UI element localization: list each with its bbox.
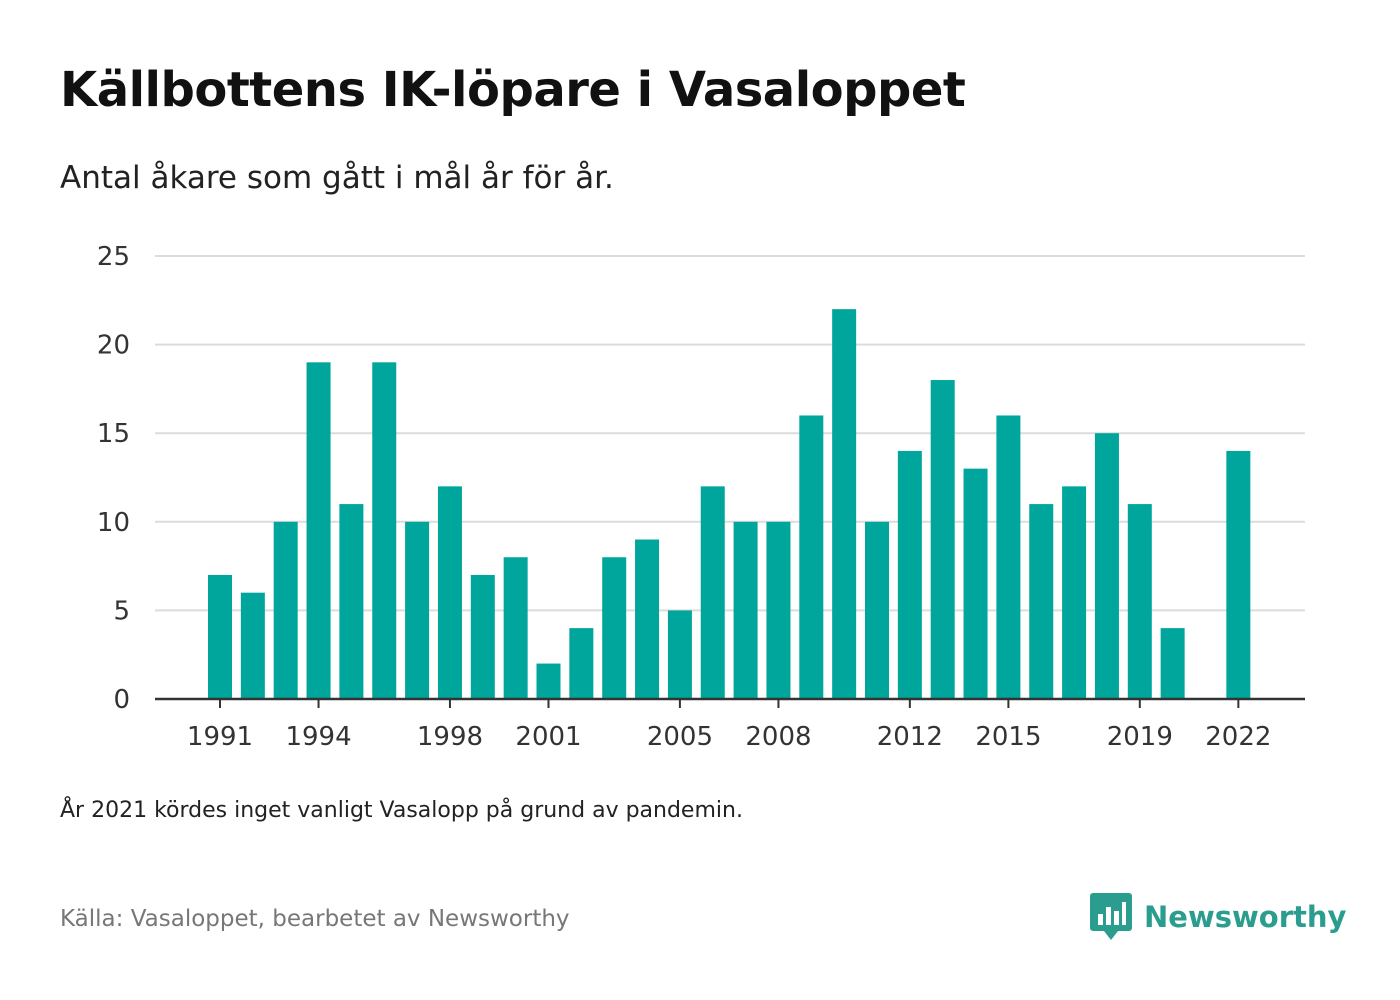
bar-1995 — [339, 504, 364, 699]
bar-2010 — [832, 309, 857, 699]
bar-1993 — [273, 521, 298, 699]
newsworthy-logo-icon — [1090, 893, 1132, 940]
bar-2004 — [635, 539, 660, 699]
bar-2018 — [1094, 433, 1119, 699]
bar-1998 — [437, 486, 462, 699]
y-tick-label: 25 — [97, 242, 130, 272]
bar-1991 — [208, 574, 232, 699]
bars — [208, 309, 1251, 699]
bar-2013 — [930, 380, 955, 699]
newsworthy-logo: Newsworthy — [1090, 893, 1346, 941]
bar-chart: 0 5 10 15 20 25 1991 1994 1998 2001 2005 2008 2012 2… — [97, 242, 1305, 752]
bar-2002 — [569, 628, 594, 699]
x-tick-labels: 1991 1994 1998 2001 2005 2008 2012 2015 2019 2022 — [187, 699, 1271, 752]
x-tick-label: 2015 — [975, 722, 1041, 752]
x-tick-label: 1994 — [285, 722, 351, 752]
bar-2003 — [602, 557, 627, 699]
chart-note: År 2021 kördes inget vanligt Vasalopp på… — [60, 798, 743, 823]
x-tick-label: 2019 — [1107, 722, 1173, 752]
chart-title: Källbottens IK-löpare i Vasaloppet — [60, 62, 966, 118]
bar-2017 — [1062, 486, 1087, 699]
bar-2015 — [996, 415, 1021, 699]
bar-1999 — [470, 574, 495, 699]
y-tick-label: 5 — [113, 596, 130, 626]
x-tick-label: 1991 — [187, 722, 253, 752]
bar-2001 — [536, 663, 561, 699]
x-tick-label: 2005 — [647, 722, 713, 752]
y-tick-label: 20 — [97, 331, 130, 361]
bar-2000 — [503, 557, 528, 699]
bar-1996 — [372, 362, 397, 699]
bar-2006 — [700, 486, 725, 699]
x-tick-label: 2001 — [515, 722, 581, 752]
y-tick-label: 0 — [113, 685, 130, 715]
bar-2019 — [1127, 504, 1152, 699]
bar-2014 — [963, 468, 988, 699]
x-tick-label: 2022 — [1205, 722, 1271, 752]
chart-subtitle: Antal åkare som gått i mål år för år. — [60, 160, 614, 196]
bar-2020 — [1160, 628, 1185, 699]
bar-1997 — [405, 521, 430, 699]
y-tick-label: 15 — [97, 419, 130, 449]
bar-2012 — [897, 450, 922, 699]
bar-2016 — [1029, 504, 1054, 699]
bar-2007 — [733, 521, 758, 699]
bar-2022 — [1226, 450, 1251, 699]
x-tick-label: 2008 — [745, 722, 811, 752]
bar-2009 — [799, 415, 824, 699]
brand-name: Newsworthy — [1144, 900, 1347, 934]
x-tick-label: 1998 — [417, 722, 483, 752]
y-tick-label: 10 — [97, 508, 130, 538]
y-tick-labels: 0 5 10 15 20 25 — [97, 242, 130, 715]
bar-2008 — [766, 521, 791, 699]
x-tick-label: 2012 — [877, 722, 943, 752]
bar-2005 — [667, 610, 692, 699]
bar-1992 — [240, 592, 265, 699]
source-text: Källa: Vasaloppet, bearbetet av Newswort… — [60, 906, 570, 932]
bar-2011 — [865, 521, 889, 699]
bar-1994 — [306, 362, 331, 699]
